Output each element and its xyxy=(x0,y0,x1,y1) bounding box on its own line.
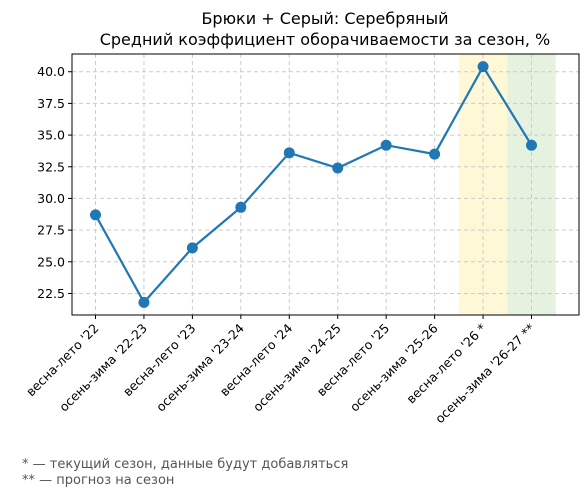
data-point xyxy=(283,147,295,159)
data-point xyxy=(90,209,101,221)
chart-subtitle: Средний коэффициент оборачиваемости за с… xyxy=(100,30,551,49)
highlight-bands xyxy=(458,54,556,315)
data-point xyxy=(380,139,392,151)
chart-title: Брюки + Серый: Серебряный xyxy=(201,9,448,28)
y-tick-label: 30.0 xyxy=(37,191,65,206)
y-tick-label: 35.0 xyxy=(37,128,65,143)
plot-frame xyxy=(71,53,580,316)
data-point xyxy=(235,201,247,213)
x-tick-label: осень-зима '24-25 xyxy=(250,321,344,415)
x-tick-label: осень-зима '23-24 xyxy=(153,320,247,414)
data-point xyxy=(186,242,198,254)
y-tick-label: 37.5 xyxy=(37,96,65,111)
y-tick-label: 25.0 xyxy=(37,254,65,269)
y-tick-label: 27.5 xyxy=(37,223,65,238)
y-axis: 22.5 25.0 27.5 30.0 32.5 35.0 37.5 40.0 xyxy=(37,64,72,301)
series-line xyxy=(94,64,533,305)
highlight-band-1 xyxy=(507,54,556,315)
series xyxy=(90,61,537,308)
y-tick-label: 40.0 xyxy=(37,64,65,79)
chart: Брюки + Серый: Серебряный Средний коэффи… xyxy=(23,9,580,426)
y-tick-label: 22.5 xyxy=(37,286,65,301)
footnote-forecast: ** — прогноз на сезон xyxy=(22,473,175,488)
data-point xyxy=(138,296,150,308)
footnote-current: * — текущий сезон, данные будут добавлят… xyxy=(22,457,349,472)
data-point xyxy=(477,61,489,73)
data-point xyxy=(526,139,537,151)
x-tick-label: осень-зима '26-27 ** xyxy=(432,321,538,427)
data-point xyxy=(429,148,441,160)
x-tick-label: осень-зима '25-26 xyxy=(347,320,441,414)
x-tick-label: осень-зима '22-23 xyxy=(56,321,150,415)
data-point xyxy=(332,162,344,174)
grid xyxy=(72,54,579,315)
y-tick-label: 32.5 xyxy=(37,159,65,174)
